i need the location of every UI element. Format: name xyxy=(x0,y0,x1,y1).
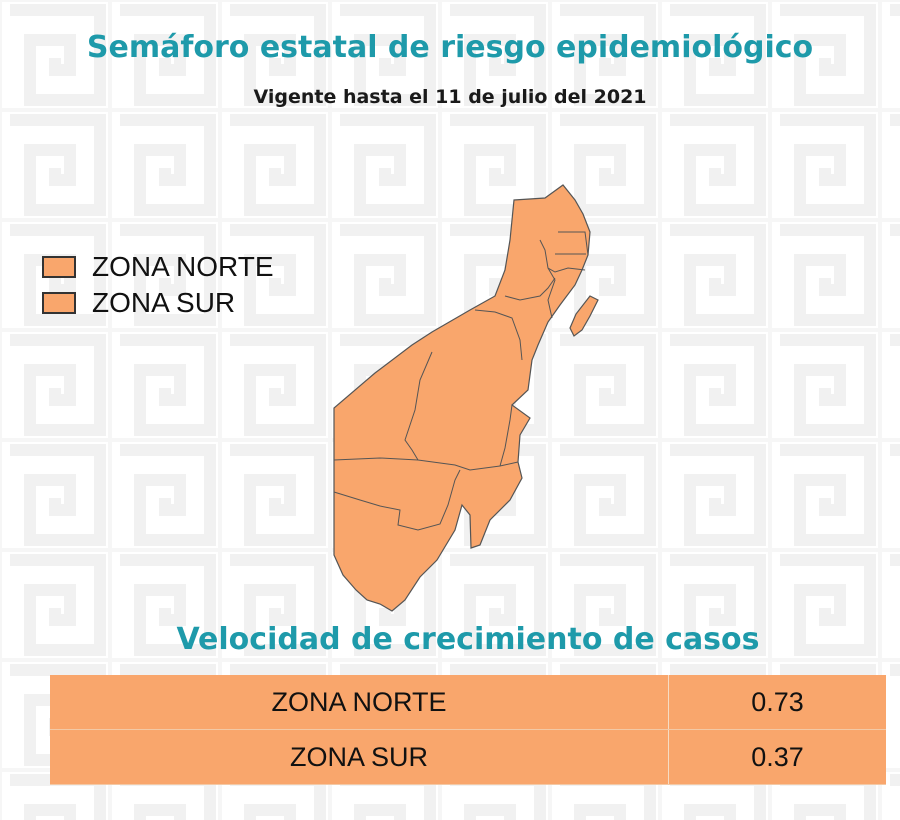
growth-value-cell: 0.73 xyxy=(668,675,886,730)
state-mainland xyxy=(333,184,591,612)
table-row: ZONA SUR 0.37 xyxy=(50,729,886,785)
zone-cell: ZONA SUR xyxy=(50,729,669,785)
zone-cell: ZONA NORTE xyxy=(50,675,669,730)
growth-value-cell: 0.37 xyxy=(668,729,886,785)
municipal-border xyxy=(474,309,523,361)
table-row: ZONA NORTE 0.73 xyxy=(50,675,886,730)
growth-table: ZONA NORTE 0.73 ZONA SUR 0.37 xyxy=(50,675,886,785)
municipal-border xyxy=(547,267,556,319)
legend-label-sur: ZONA SUR xyxy=(92,287,236,318)
page-title: Semáforo estatal de riesgo epidemiológic… xyxy=(86,30,814,65)
municipal-border xyxy=(558,231,589,256)
legend-label-norte: ZONA NORTE xyxy=(92,251,274,282)
map-legend: ZONA NORTE ZONA SUR xyxy=(42,249,274,321)
municipal-border xyxy=(404,351,433,461)
municipal-border xyxy=(539,239,586,273)
growth-title: Velocidad de crecimiento de casos xyxy=(176,622,760,657)
municipal-border xyxy=(333,469,461,531)
legend-item-sur: ZONA SUR xyxy=(42,285,274,321)
cozumel-island xyxy=(569,295,599,337)
page-subtitle: Vigente hasta el 11 de julio del 2021 xyxy=(253,86,647,108)
legend-item-norte: ZONA NORTE xyxy=(42,249,274,285)
municipal-border xyxy=(499,404,513,467)
legend-swatch-sur xyxy=(42,292,76,314)
municipal-border xyxy=(504,277,556,301)
legend-swatch-norte xyxy=(42,256,76,278)
